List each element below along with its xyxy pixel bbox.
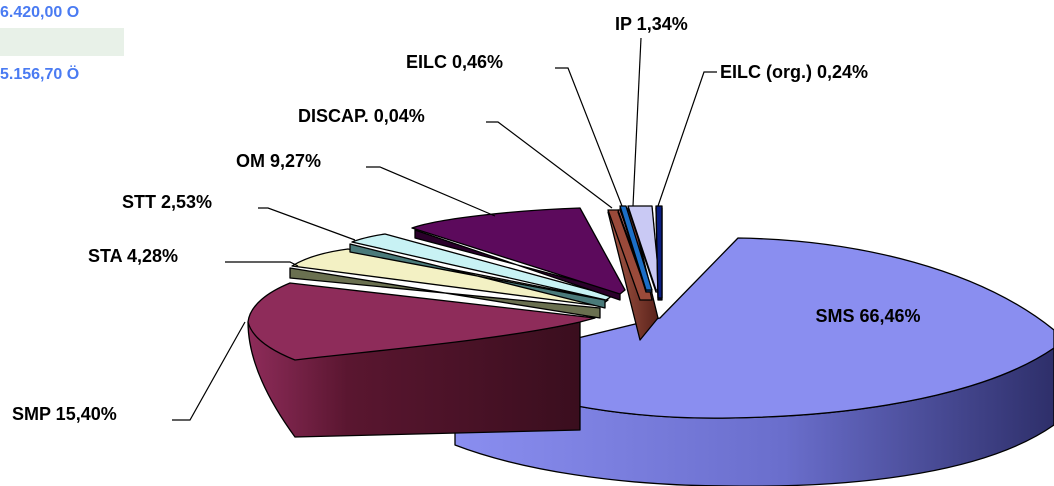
slice-sta-top xyxy=(291,248,609,307)
label-eilc: EILC 0,46% xyxy=(406,52,503,72)
slice-sta-side xyxy=(289,267,601,319)
slice-eilc-org xyxy=(655,205,663,301)
label-eilc-org: EILC (org.) 0,24% xyxy=(720,62,868,82)
leader-sta xyxy=(225,261,299,267)
leader-lines xyxy=(172,37,717,421)
slice-stt xyxy=(349,233,613,309)
slice-stt-top xyxy=(351,233,613,301)
side-highlight-band xyxy=(0,28,124,56)
leader-smp xyxy=(172,321,246,421)
leader-eilc xyxy=(555,67,623,207)
label-om: OM 9,27% xyxy=(236,151,321,171)
leader-ip xyxy=(632,37,642,207)
slices-layer xyxy=(247,205,1054,486)
label-stt: STT 2,53% xyxy=(122,192,212,212)
slice-eilc-top xyxy=(619,205,653,291)
leader-discap xyxy=(486,121,613,209)
label-ip: IP 1,34% xyxy=(615,14,688,34)
slice-eilc-org-top xyxy=(655,205,663,299)
slice-om xyxy=(411,207,626,301)
slice-smp-top xyxy=(247,282,596,361)
label-sms: SMS 66,46% xyxy=(815,306,920,326)
label-sta: STA 4,28% xyxy=(88,246,178,266)
label-discap: DISCAP. 0,04% xyxy=(298,106,425,126)
side-value-top: 6.420,00 O xyxy=(0,4,80,21)
slice-labels: SMS 66,46% SMP 15,40% STA 4,28% STT 2,53% OM… xyxy=(12,14,921,424)
leader-eilc-org xyxy=(657,71,717,207)
leader-stt xyxy=(258,207,356,241)
slice-sta xyxy=(289,248,609,319)
slice-om-top xyxy=(411,207,626,295)
label-smp: SMP 15,40% xyxy=(12,404,117,424)
side-value-bottom: 5.156,70 Ö xyxy=(0,66,80,83)
leader-om xyxy=(366,166,496,217)
slice-eilc xyxy=(619,205,653,293)
slice-smp xyxy=(247,282,596,438)
